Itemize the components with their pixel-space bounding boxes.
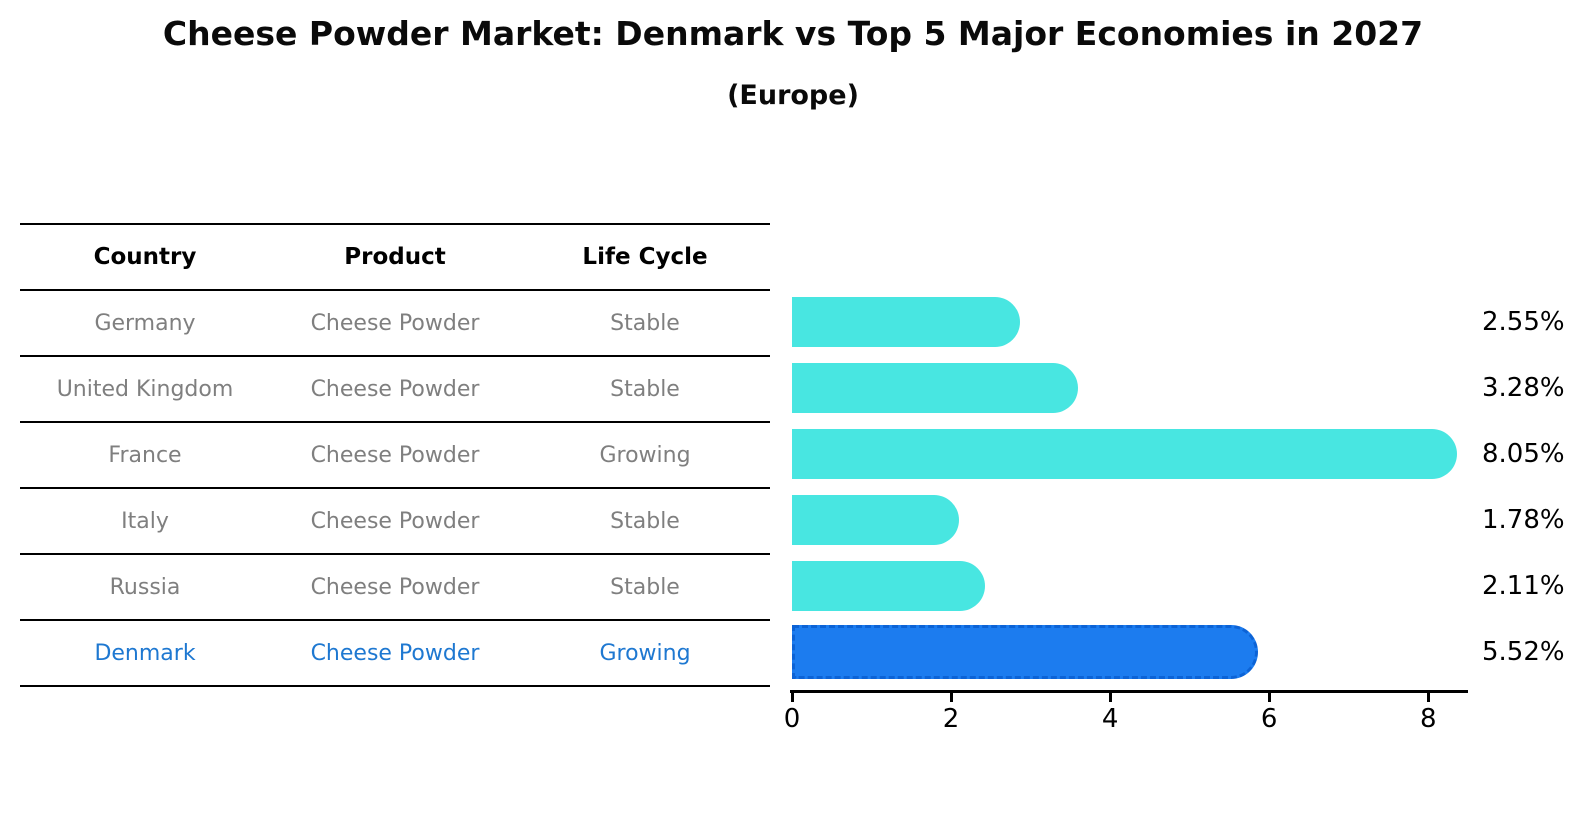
x-axis-tick-mark — [1108, 693, 1112, 702]
x-axis-tick-label: 4 — [1101, 704, 1119, 734]
x-axis-tick-mark — [1267, 693, 1271, 702]
cell-product: Cheese Powder — [310, 310, 480, 336]
cell-life-cycle: Stable — [610, 508, 680, 534]
cell-life-cycle: Stable — [610, 310, 680, 336]
country-table: Country Product Life Cycle Germany Chees… — [20, 223, 770, 687]
table-row-germany: Germany Cheese Powder Stable — [20, 291, 770, 357]
column-header-product: Product — [344, 244, 446, 270]
chart-title: Cheese Powder Market: Denmark vs Top 5 M… — [162, 14, 1424, 53]
x-axis-tick-mark — [949, 693, 953, 702]
cell-life-cycle: Stable — [610, 574, 680, 600]
table-row-france: France Cheese Powder Growing — [20, 423, 770, 489]
column-header-country: Country — [93, 244, 197, 270]
cell-country: Denmark — [94, 640, 196, 666]
table-row-italy: Italy Cheese Powder Stable — [20, 489, 770, 555]
cell-product: Cheese Powder — [310, 442, 480, 468]
cell-country: Russia — [109, 574, 181, 600]
x-axis-tick-label: 2 — [942, 704, 960, 734]
column-header-life-cycle: Life Cycle — [582, 244, 708, 270]
value-label-denmark: 5.52% — [1482, 637, 1565, 667]
x-axis-tick-mark — [790, 693, 794, 702]
cell-life-cycle: Stable — [610, 376, 680, 402]
x-axis-tick-label: 8 — [1419, 704, 1437, 734]
bar-denmark — [792, 625, 1258, 679]
chart-subtitle: (Europe) — [727, 80, 859, 111]
cell-life-cycle: Growing — [599, 442, 691, 468]
bar-france — [792, 429, 1458, 479]
cell-country: United Kingdom — [56, 376, 234, 402]
x-axis-tick-label: 6 — [1260, 704, 1278, 734]
bar-russia — [792, 561, 985, 611]
cell-product: Cheese Powder — [310, 508, 480, 534]
value-label-united-kingdom: 3.28% — [1482, 373, 1565, 403]
table-header-row: Country Product Life Cycle — [20, 225, 770, 291]
bar-germany — [792, 297, 1020, 347]
cell-product: Cheese Powder — [310, 376, 480, 402]
table-row-russia: Russia Cheese Powder Stable — [20, 555, 770, 621]
value-label-france: 8.05% — [1482, 439, 1565, 469]
value-label-russia: 2.11% — [1482, 571, 1565, 601]
cell-product: Cheese Powder — [310, 640, 480, 666]
value-label-italy: 1.78% — [1482, 505, 1565, 535]
bar-italy — [792, 495, 959, 545]
cell-country: Italy — [121, 508, 169, 534]
table-row-denmark: Denmark Cheese Powder Growing — [20, 621, 770, 687]
cell-country: France — [108, 442, 182, 468]
x-axis-tick-mark — [1426, 693, 1430, 702]
cell-product: Cheese Powder — [310, 574, 480, 600]
cell-life-cycle: Growing — [599, 640, 691, 666]
table-row-united-kingdom: United Kingdom Cheese Powder Stable — [20, 357, 770, 423]
bar-united-kingdom — [792, 363, 1078, 413]
value-label-germany: 2.55% — [1482, 307, 1565, 337]
x-axis-tick-label: 0 — [783, 704, 801, 734]
x-axis-line — [790, 690, 1468, 693]
cell-country: Germany — [94, 310, 196, 336]
